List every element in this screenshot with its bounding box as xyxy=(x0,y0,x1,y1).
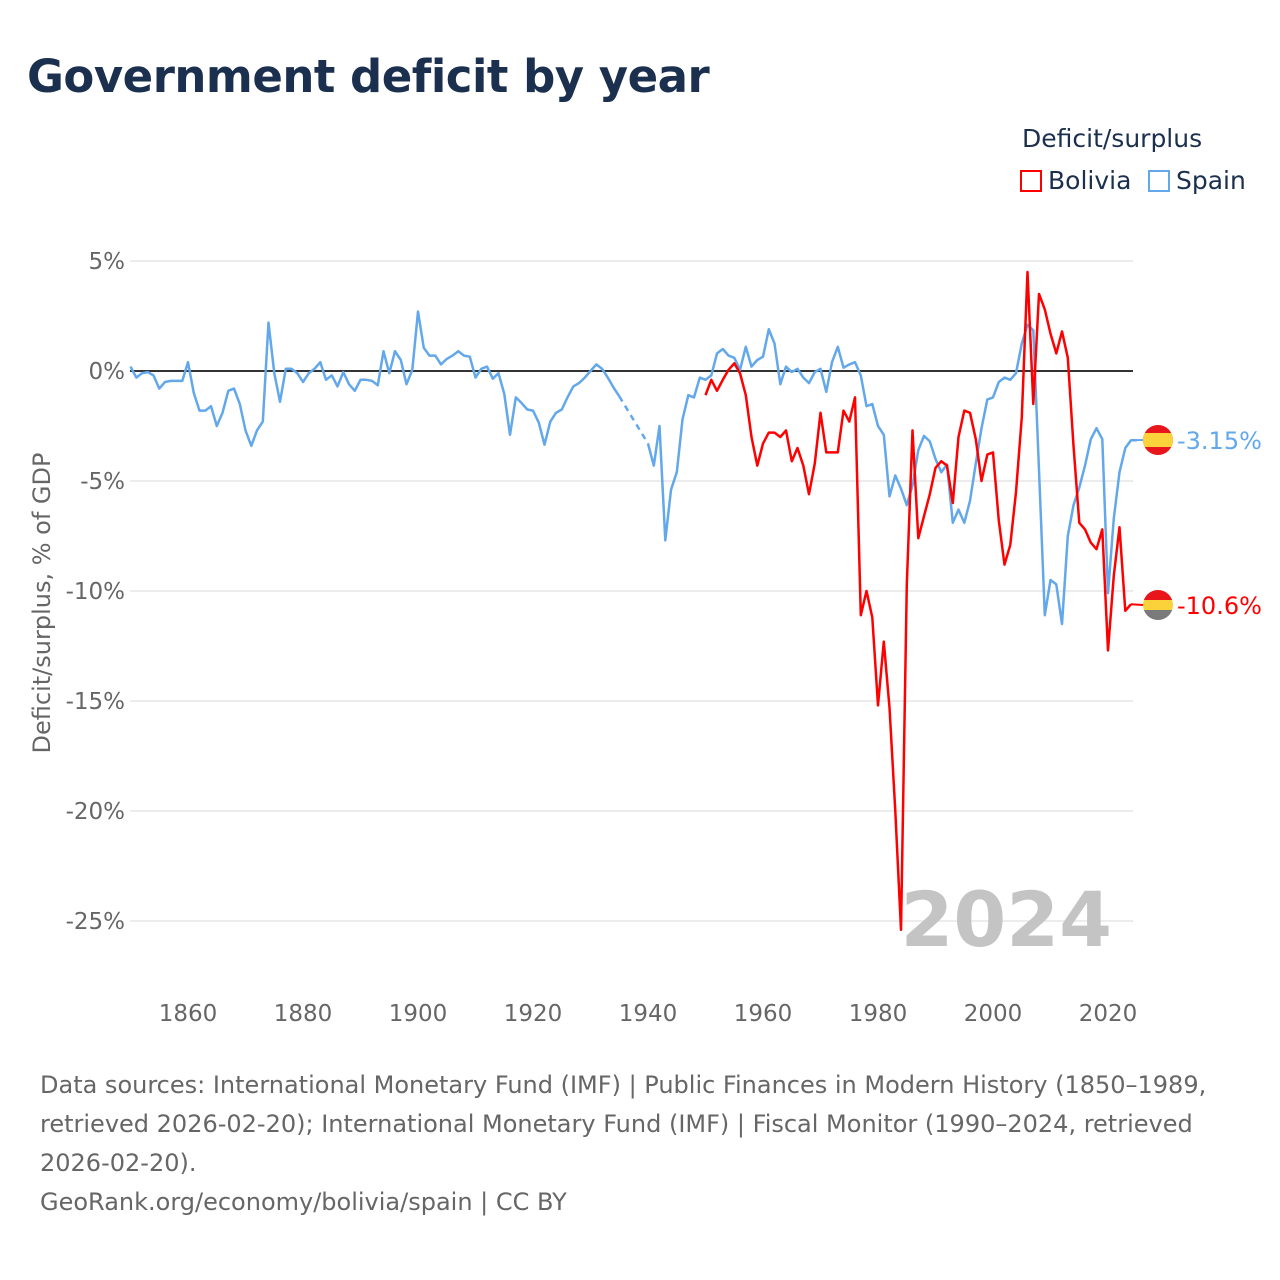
flag-stripe xyxy=(1143,600,1173,610)
y-tick-label: -15% xyxy=(66,689,125,715)
legend-item-spain[interactable]: Spain xyxy=(1148,166,1246,195)
line-chart: 5% 0% -5% -10% -15% -20% -25% 1860 1880 1900 1920 1… xyxy=(28,249,1262,1027)
y-tick-label: 5% xyxy=(89,249,126,275)
x-tick-label: 1960 xyxy=(734,1001,793,1027)
series-line-spain xyxy=(129,310,1137,626)
legend-label: Spain xyxy=(1176,166,1246,195)
y-axis-label: Deficit/surplus, % of GDP xyxy=(28,453,56,754)
legend-title: Deficit/surplus xyxy=(1022,124,1203,153)
flag-stripe xyxy=(1143,610,1173,620)
series-gap-spain xyxy=(618,395,650,445)
spain-flag-icon xyxy=(1143,425,1173,455)
x-tick-label: 1900 xyxy=(389,1001,448,1027)
bolivia-flag-icon xyxy=(1143,590,1173,620)
flag-stripe xyxy=(1143,433,1173,447)
end-connector xyxy=(1130,603,1144,606)
end-value-label: -3.15% xyxy=(1177,427,1262,455)
y-tick-label: -5% xyxy=(80,469,125,495)
flag-stripe xyxy=(1143,590,1173,600)
credit-link[interactable]: GeoRank.org/economy/bolivia/spain | CC B… xyxy=(40,1188,567,1216)
y-tick-label: -25% xyxy=(66,909,125,935)
legend-swatch-spain xyxy=(1148,169,1170,192)
x-tick-label: 2020 xyxy=(1079,1001,1138,1027)
x-tick-label: 2000 xyxy=(964,1001,1023,1027)
legend-swatch-bolivia xyxy=(1020,169,1042,192)
footer: Data sources: International Monetary Fun… xyxy=(40,1066,1240,1222)
data-sources: Data sources: International Monetary Fun… xyxy=(40,1071,1207,1177)
legend-label: Bolivia xyxy=(1048,166,1132,195)
x-tick-label: 1920 xyxy=(504,1001,563,1027)
x-tick-label: 1980 xyxy=(849,1001,908,1027)
y-tick-label: -20% xyxy=(66,799,125,825)
y-tick-label: 0% xyxy=(89,359,126,385)
x-tick-label: 1940 xyxy=(619,1001,678,1027)
series-line-bolivia xyxy=(704,270,1132,932)
end-value-label: -10.6% xyxy=(1177,592,1262,620)
year-watermark: 2024 xyxy=(900,875,1112,964)
legend-item-bolivia[interactable]: Bolivia xyxy=(1020,166,1131,195)
y-tick-label: -10% xyxy=(66,579,125,605)
chart-title: Government deficit by year xyxy=(27,50,710,103)
x-tick-label: 1860 xyxy=(159,1001,218,1027)
x-tick-label: 1880 xyxy=(274,1001,333,1027)
